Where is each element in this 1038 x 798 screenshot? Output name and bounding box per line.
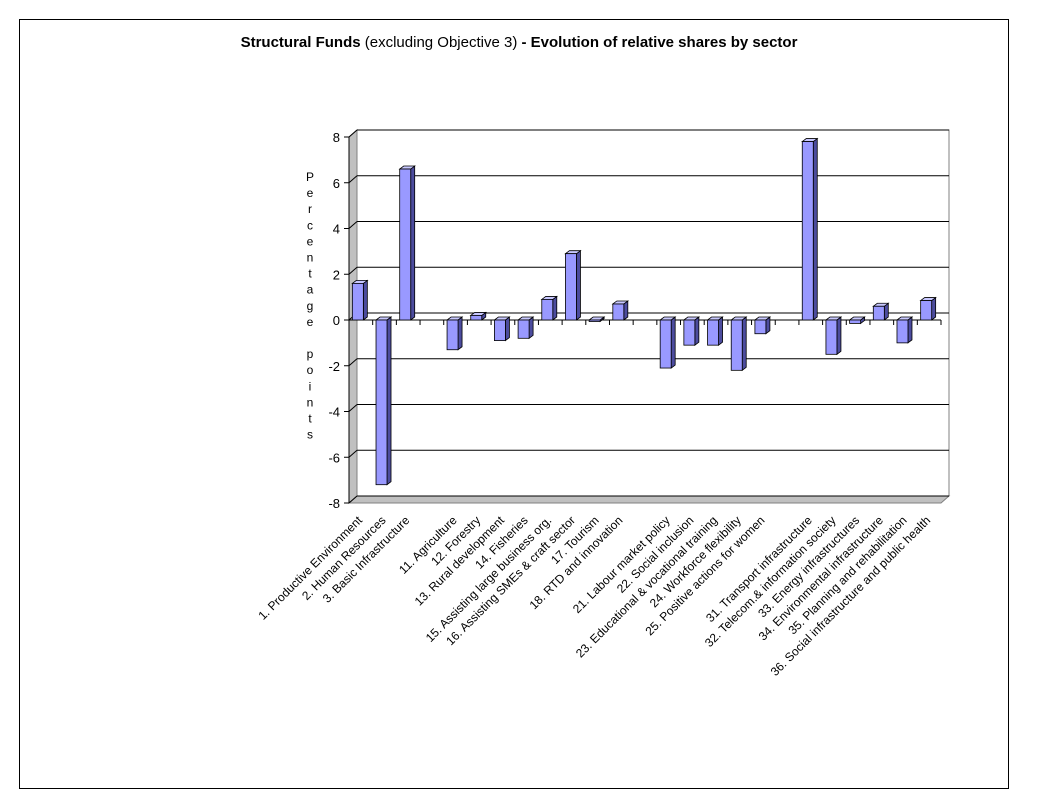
y-axis-title-letter: c xyxy=(307,218,313,232)
bar-side xyxy=(552,295,558,321)
bar xyxy=(896,319,909,344)
y-axis-title-letter: t xyxy=(308,412,312,426)
y-axis-title-letter: o xyxy=(307,363,314,377)
bar xyxy=(801,141,814,321)
bar-side xyxy=(576,249,581,321)
y-tick-label: 8 xyxy=(333,130,340,145)
y-tick-label: 6 xyxy=(333,176,340,191)
gridline-depth xyxy=(348,449,358,458)
bar xyxy=(659,319,672,369)
bar-side xyxy=(457,316,463,351)
y-tick-label: -6 xyxy=(328,450,340,465)
y-axis-title-letter: s xyxy=(307,428,313,442)
y-axis-title-letter: e xyxy=(307,186,314,200)
gridline-depth xyxy=(348,175,358,184)
bar-side xyxy=(718,316,723,346)
bar xyxy=(612,303,625,321)
gridline-depth xyxy=(348,221,358,229)
y-axis-title-letter: n xyxy=(307,395,314,409)
bar xyxy=(565,253,577,321)
bar-side xyxy=(931,296,937,321)
bar xyxy=(825,319,838,355)
y-axis-title-letter: r xyxy=(308,202,312,216)
gridline-depth xyxy=(348,358,358,367)
bar xyxy=(754,319,767,335)
y-axis-title-letter: g xyxy=(307,299,314,313)
chart-title: Structural Funds (excluding Objective 3)… xyxy=(0,34,1038,51)
bar xyxy=(517,319,530,339)
bar xyxy=(375,319,388,486)
bar-side xyxy=(670,316,676,369)
y-axis-title-letter: e xyxy=(307,315,314,329)
y-tick-label: 0 xyxy=(333,313,340,328)
y-tick-label: 2 xyxy=(333,267,340,282)
bar-side xyxy=(907,316,913,344)
plot-floor xyxy=(347,495,951,504)
y-axis-title-letter: i xyxy=(309,379,312,393)
y-tick-label: 4 xyxy=(333,222,340,237)
gridline-depth xyxy=(348,495,358,504)
bar xyxy=(494,319,506,341)
gridline-depth xyxy=(348,266,358,275)
y-axis-title-letter: e xyxy=(307,234,314,248)
bar xyxy=(872,305,885,321)
y-axis-title-letter: p xyxy=(307,347,314,361)
y-axis-title-letter: n xyxy=(307,251,314,265)
y-axis-title-letter: t xyxy=(308,267,312,281)
bar xyxy=(849,319,862,324)
gridline-depth xyxy=(348,129,358,138)
bar-side xyxy=(505,316,510,342)
bar-side xyxy=(836,316,842,356)
y-axis-title-letter: P xyxy=(306,170,314,184)
gridline-depth xyxy=(348,404,358,412)
bar-side xyxy=(741,316,747,372)
bar xyxy=(588,319,601,322)
y-tick-label: -4 xyxy=(328,405,340,420)
bar xyxy=(351,282,364,321)
bar xyxy=(730,319,743,371)
chart-title-sub: - Evolution of relative shares by sector xyxy=(521,34,798,51)
chart-title-note: (excluding Objective 3) xyxy=(360,34,522,51)
bar-side xyxy=(528,316,534,340)
bar xyxy=(707,319,719,346)
y-axis-title-letter: a xyxy=(307,283,314,297)
bar-side xyxy=(694,316,700,346)
bar xyxy=(683,319,696,346)
bar-side xyxy=(410,165,416,321)
bar xyxy=(470,315,483,321)
bar xyxy=(399,168,412,321)
bar-side xyxy=(362,279,368,321)
bar xyxy=(541,299,554,321)
bar-side xyxy=(812,137,818,321)
bar xyxy=(446,319,459,351)
chart-title-main: Structural Funds xyxy=(240,34,361,51)
bar xyxy=(920,300,933,321)
y-tick-label: -2 xyxy=(328,359,340,374)
bar-side xyxy=(386,316,392,486)
y-tick-label: -8 xyxy=(328,496,340,511)
